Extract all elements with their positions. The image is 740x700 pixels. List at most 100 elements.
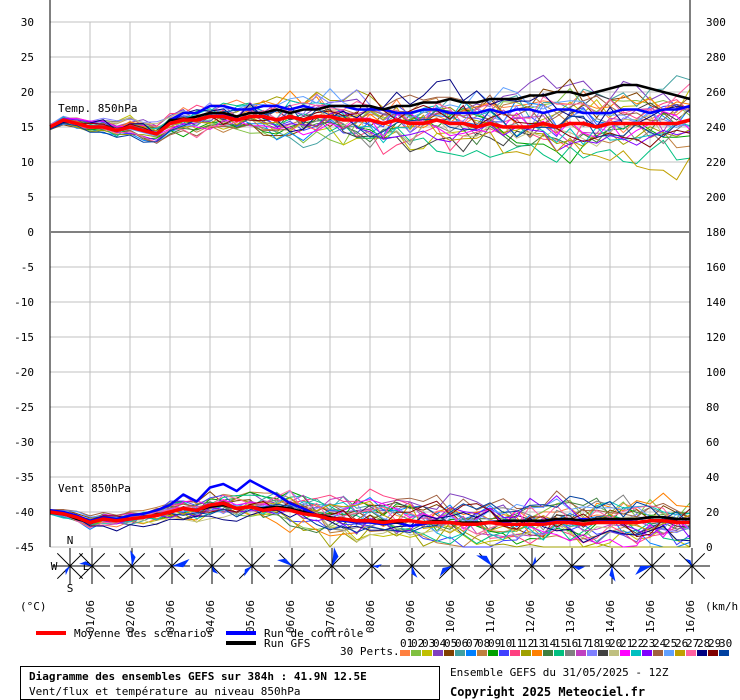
wind-rose	[514, 548, 550, 584]
legend-label: Run de contrôle	[264, 627, 363, 640]
pert-number: 22	[631, 637, 644, 650]
pert-number: 16	[565, 637, 578, 650]
wind-rose	[274, 548, 310, 584]
axes: 30 25 20 15 10 5 0 -5 -10 -15 -20 -25 -30 -35 -40 -45 30…	[14, 0, 740, 633]
compass-label: N	[67, 534, 74, 547]
pert-number: 06	[455, 637, 468, 650]
wind-rose-spoke	[438, 565, 453, 580]
perts-label: 30 Perts.	[340, 645, 400, 658]
wind-rose-spoke	[411, 565, 426, 580]
pert-number: 19	[598, 637, 611, 650]
right-tick-label: 260	[706, 86, 726, 99]
temp-perturbation-line	[49, 89, 691, 147]
wind-rose-spoke	[638, 565, 653, 580]
wind-rose-spoke	[518, 552, 533, 567]
wind-rose-spoke	[371, 552, 386, 567]
pert-swatch	[708, 650, 718, 656]
wind-rose-petal	[244, 566, 252, 577]
right-tick-label: 40	[706, 471, 719, 484]
wind-rose-petal	[532, 556, 537, 566]
pert-swatch	[433, 650, 443, 656]
pert-number: 07	[466, 637, 479, 650]
right-tick-label: 0	[706, 541, 713, 554]
chart-title: Diagramme des ensembles GEFS sur 384h : …	[29, 670, 367, 683]
left-tick-label: -35	[14, 471, 34, 484]
pert-number: 10	[499, 637, 512, 650]
wind-rose-petal	[411, 566, 418, 578]
wind-rose-spoke	[478, 565, 493, 580]
wind-rose-spoke	[198, 565, 213, 580]
wind-rose-spoke	[69, 552, 84, 567]
x-tick-label: 01/06	[84, 600, 97, 633]
wind-rose-spoke	[451, 565, 466, 580]
grid	[49, 21, 691, 548]
wind-roses: NWES	[51, 534, 710, 595]
wind-rose-spoke	[651, 565, 666, 580]
pert-number: 21	[620, 637, 633, 650]
pert-swatch	[411, 650, 421, 656]
pert-number: 04	[433, 637, 447, 650]
x-tick-label: 15/06	[644, 600, 657, 633]
pert-swatch	[653, 650, 663, 656]
wind-rose-spoke	[571, 552, 586, 567]
pert-swatch	[609, 650, 619, 656]
wind-rose-spoke	[491, 565, 506, 580]
wind-rose-spoke	[78, 565, 93, 580]
wind-rose-spoke	[291, 565, 306, 580]
wind-rose-spoke	[598, 552, 613, 567]
wind-rose-spoke	[611, 552, 626, 567]
wind-rose-spoke	[198, 552, 213, 567]
wind-panel-label: Vent 850hPa	[58, 482, 131, 495]
wind-rose-spoke	[91, 552, 106, 567]
temp-perturbation-line	[49, 107, 691, 165]
x-tick-label: 06/06	[284, 600, 297, 633]
pert-swatch	[675, 650, 685, 656]
wind-rose-petal	[332, 547, 339, 566]
right-tick-label: 160	[706, 261, 726, 274]
pert-swatch	[510, 650, 520, 656]
wind-rose-spoke	[558, 565, 573, 580]
left-unit-label: (°C)	[20, 600, 47, 613]
pert-number: 17	[576, 637, 589, 650]
pert-swatch	[631, 650, 641, 656]
wind-rose-spoke	[69, 565, 84, 580]
left-tick-label: 0	[27, 226, 34, 239]
pert-swatch	[686, 650, 696, 656]
x-tick-label: 13/06	[564, 600, 577, 633]
x-tick-label: 12/06	[524, 600, 537, 633]
right-tick-label: 240	[706, 121, 726, 134]
wind-rose-spoke	[651, 552, 666, 567]
run-info: Ensemble GEFS du 31/05/2025 - 12Z	[450, 666, 669, 679]
pert-swatch	[466, 650, 476, 656]
left-tick-label: 5	[27, 191, 34, 204]
x-tick-label: 03/06	[164, 600, 177, 633]
wind-rose-petal	[79, 561, 92, 566]
x-tick-label: 07/06	[324, 600, 337, 633]
x-tick-label: 04/06	[204, 600, 217, 633]
legend-label: Moyenne des scénarios	[74, 627, 213, 640]
wind-rose-petal	[130, 550, 136, 566]
wind-rose-petal	[635, 565, 652, 575]
right-tick-label: 300	[706, 16, 726, 29]
x-tick-label: 02/06	[124, 600, 137, 633]
wind-rose-petal	[65, 566, 70, 576]
wind-perturbation-line	[49, 500, 691, 543]
pert-number: 24	[653, 637, 667, 650]
right-tick-label: 100	[706, 366, 726, 379]
wind-rose-spoke	[691, 565, 706, 580]
wind-rose-petal	[372, 564, 382, 568]
pert-swatch	[576, 650, 586, 656]
wind-rose	[114, 548, 150, 584]
pert-number: 14	[543, 637, 557, 650]
right-tick-label: 280	[706, 51, 726, 64]
copyright: Copyright 2025 Meteociel.fr	[450, 685, 646, 699]
x-tick-label: 16/06	[684, 600, 697, 633]
wind-rose-spoke	[318, 552, 333, 567]
wind-rose-spoke	[291, 552, 306, 567]
pert-number: 29	[708, 637, 721, 650]
wind-perturbation-line	[49, 491, 691, 548]
wind-rose-spoke	[598, 565, 613, 580]
x-tick-label: 14/06	[604, 600, 617, 633]
legend-label: Run GFS	[264, 637, 310, 650]
pert-number: 25	[664, 637, 677, 650]
